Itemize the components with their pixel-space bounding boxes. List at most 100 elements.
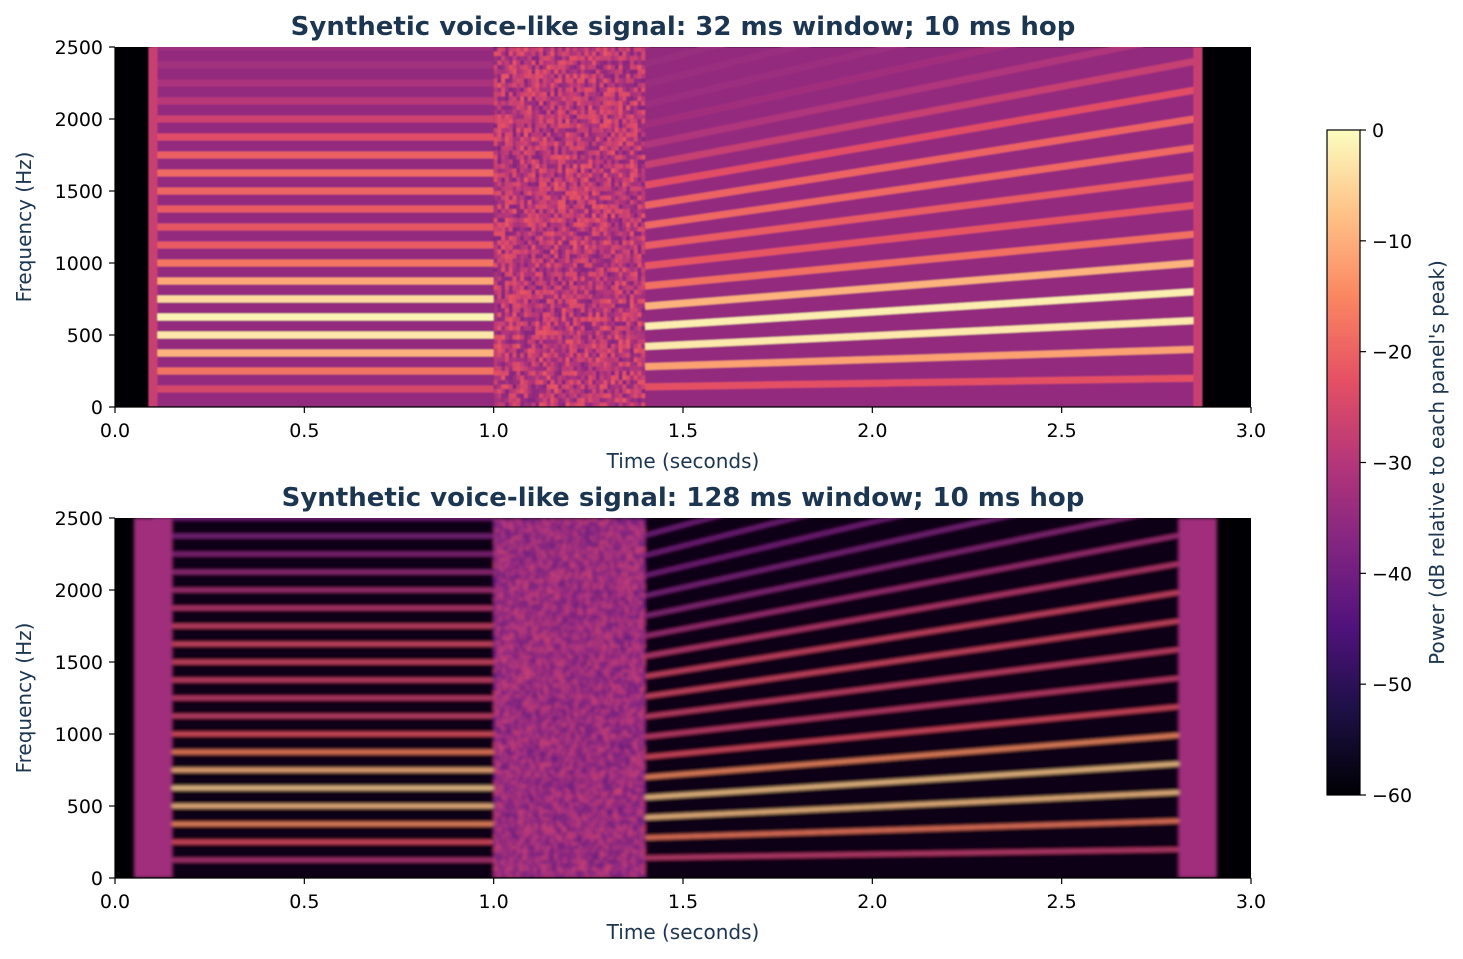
noise-cell <box>573 173 578 179</box>
noise-cell <box>503 557 507 562</box>
noise-cell <box>527 141 533 147</box>
noise-cell <box>526 824 530 829</box>
noise-cell <box>506 622 510 627</box>
noise-cell <box>498 813 502 818</box>
noise-cell <box>622 303 627 309</box>
noise-cell <box>542 146 548 152</box>
noise-cell <box>526 773 530 778</box>
noise-cell <box>531 371 536 377</box>
noise-cell <box>503 698 507 703</box>
noise-cell <box>508 586 512 591</box>
noise-cell <box>508 218 514 224</box>
noise-cell <box>629 51 635 57</box>
noise-cell <box>508 611 512 616</box>
noise-cell <box>539 348 544 354</box>
noise-cell <box>503 622 507 627</box>
noise-cell <box>506 654 510 659</box>
noise-cell <box>546 155 552 161</box>
noise-cell <box>505 105 510 111</box>
noise-cell <box>629 366 635 372</box>
noise-cell <box>521 536 525 541</box>
noise-cell <box>498 806 502 811</box>
noise-cell <box>588 393 593 399</box>
noise-cell <box>512 56 517 62</box>
noise-cell <box>523 65 529 71</box>
noise-cell <box>554 69 559 75</box>
noise-cell <box>493 308 499 314</box>
noise-cell <box>534 593 538 598</box>
noise-cell <box>508 168 514 174</box>
noise-cell <box>531 712 535 717</box>
noise-cell <box>599 249 605 255</box>
noise-cell <box>633 249 639 255</box>
noise-cell <box>611 290 616 296</box>
noise-cell <box>511 816 515 821</box>
noise-cell <box>503 870 507 875</box>
noise-cell <box>607 155 612 161</box>
noise-cell <box>516 860 520 865</box>
noise-cell <box>580 258 586 264</box>
noise-cell <box>493 348 499 354</box>
noise-cell <box>523 51 529 57</box>
noise-cell <box>531 285 536 291</box>
noise-cell <box>508 698 512 703</box>
noise-cell <box>542 47 548 53</box>
noise-cell <box>513 806 517 811</box>
noise-cell <box>550 69 555 75</box>
noise-cell <box>614 87 620 93</box>
noise-cell <box>511 870 515 875</box>
noise-cell <box>518 834 523 839</box>
noise-cell <box>558 92 563 98</box>
noise-cell <box>614 281 620 287</box>
noise-cell <box>629 209 635 215</box>
noise-cell <box>584 110 589 116</box>
noise-cell <box>516 119 521 125</box>
noise-cell <box>531 611 535 616</box>
noise-cell <box>506 701 510 706</box>
noise-cell <box>531 759 535 764</box>
noise-cell <box>554 146 559 152</box>
noise-cell <box>523 83 529 89</box>
noise-cell <box>512 101 517 107</box>
noise-cell <box>506 582 510 587</box>
noise-cell <box>637 380 642 386</box>
noise-cell <box>534 543 538 548</box>
noise-cell <box>535 249 540 255</box>
noise-cell <box>607 240 612 246</box>
noise-cell <box>611 141 616 147</box>
noise-cell <box>595 366 601 372</box>
noise-cell <box>496 564 500 569</box>
noise-cell <box>554 236 559 242</box>
noise-cell <box>576 213 582 219</box>
noise-cell <box>599 159 605 165</box>
noise-cell <box>603 83 608 89</box>
noise-cell <box>531 546 535 551</box>
noise-cell <box>641 249 646 255</box>
noise-cell <box>531 335 536 341</box>
noise-cell <box>580 353 586 359</box>
noise-cell <box>531 784 535 789</box>
noise-cell <box>580 348 586 354</box>
noise-cell <box>576 191 582 197</box>
noise-cell <box>607 60 612 66</box>
noise-cell <box>513 780 517 785</box>
noise-cell <box>520 294 525 300</box>
noise-cell <box>498 654 502 659</box>
noise-cell <box>546 249 552 255</box>
noise-cell <box>626 254 631 260</box>
noise-cell <box>501 155 506 161</box>
noise-cell <box>629 186 635 192</box>
noise-cell <box>614 96 620 102</box>
noise-cell <box>508 806 512 811</box>
noise-cell <box>523 870 528 875</box>
noise-cell <box>503 824 507 829</box>
noise-cell <box>542 389 548 395</box>
noise-cell <box>505 344 510 350</box>
noise-cell <box>523 393 529 399</box>
noise-cell <box>611 357 616 363</box>
noise-cell <box>512 384 517 390</box>
noise-cell <box>614 141 620 147</box>
noise-cell <box>626 83 631 89</box>
noise-cell <box>518 640 523 645</box>
noise-cell <box>529 615 533 620</box>
